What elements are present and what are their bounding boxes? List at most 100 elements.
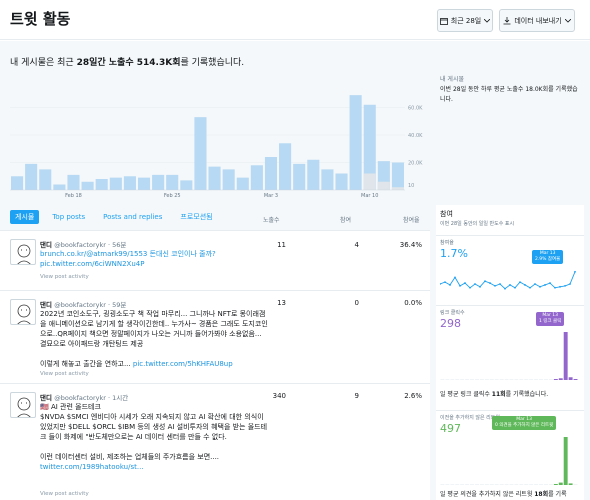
impression-bar[interactable]	[67, 174, 80, 190]
impression-bar[interactable]	[391, 162, 404, 191]
retweet-bar[interactable]	[553, 484, 558, 485]
impression-bar[interactable]	[250, 165, 263, 190]
impression-bar[interactable]	[109, 177, 122, 190]
view-activity-link[interactable]: View post activity	[40, 491, 89, 497]
rate-point[interactable]	[454, 276, 456, 279]
link-click-bar[interactable]	[558, 378, 563, 380]
retweet-bar[interactable]	[475, 484, 479, 486]
link-click-bar[interactable]	[460, 379, 465, 381]
impression-bar[interactable]	[81, 181, 94, 190]
retweet-bar[interactable]	[489, 484, 494, 486]
impression-bar[interactable]	[180, 180, 193, 190]
tab-promoted[interactable]: 프로모션됨	[180, 213, 213, 221]
retweet-bar[interactable]	[534, 484, 539, 486]
tweet-row[interactable]: 댄디 @bookfactorykr · 59분 2022년 코인소도구, 굉굉소…	[0, 290, 430, 383]
col-header-engagements[interactable]: 참여	[340, 217, 352, 224]
link-click-bar[interactable]	[514, 379, 519, 381]
avatar[interactable]	[10, 392, 36, 418]
impression-bar[interactable]	[137, 177, 151, 190]
tab-top-posts[interactable]: Top posts	[52, 213, 86, 221]
rate-point[interactable]	[464, 282, 466, 284]
impression-bar-secondary[interactable]	[377, 181, 390, 190]
rate-point[interactable]	[484, 280, 486, 283]
retweet-bar[interactable]	[563, 437, 568, 485]
impression-bar[interactable]	[307, 159, 320, 190]
impression-bar[interactable]	[208, 166, 221, 190]
col-header-rate[interactable]: 참여율	[403, 217, 420, 224]
impression-bar-secondary[interactable]	[363, 173, 376, 191]
link-click-bar[interactable]	[465, 379, 470, 381]
impression-bar[interactable]	[39, 169, 52, 190]
view-activity-link[interactable]: View post activity	[40, 371, 89, 377]
tab-posts-and-replies[interactable]: Posts and replies	[103, 213, 163, 221]
retweet-bar[interactable]	[479, 484, 484, 486]
impression-bar-secondary[interactable]	[391, 187, 404, 190]
link-click-bar[interactable]	[548, 379, 553, 381]
rate-point[interactable]	[474, 283, 476, 285]
retweet-bar[interactable]	[494, 484, 499, 486]
rate-point[interactable]	[569, 283, 571, 285]
retweet-bar[interactable]	[470, 484, 474, 486]
rate-point[interactable]	[504, 287, 506, 290]
rate-point[interactable]	[529, 286, 531, 289]
period-select-button[interactable]: 최근 28일	[437, 9, 493, 32]
rate-point[interactable]	[519, 281, 521, 284]
link-click-bar[interactable]	[539, 379, 543, 381]
impression-bar[interactable]	[11, 176, 24, 190]
impression-bar[interactable]	[222, 169, 235, 190]
retweet-bar[interactable]	[450, 484, 455, 486]
rate-point[interactable]	[564, 284, 566, 287]
retweet-bar[interactable]	[465, 484, 470, 486]
rate-point[interactable]	[544, 284, 546, 286]
retweet-bar[interactable]	[573, 484, 578, 486]
link-click-bar[interactable]	[534, 379, 539, 381]
rate-point[interactable]	[514, 286, 516, 289]
retweet-bar[interactable]	[544, 484, 548, 486]
tweet-link[interactable]: twitter.com/1989hatooku/st...	[40, 463, 144, 471]
tweet-row[interactable]: 댄디 @bookfactorykr · 1시간 🇺🇸 AI 관련 올드테크 $N…	[0, 383, 430, 500]
rate-point[interactable]	[549, 282, 551, 284]
rate-point[interactable]	[559, 285, 561, 288]
link-click-bar[interactable]	[544, 379, 548, 381]
rate-point[interactable]	[449, 284, 451, 286]
link-click-bar[interactable]	[455, 379, 460, 381]
rate-point[interactable]	[459, 284, 461, 287]
rate-point[interactable]	[554, 286, 556, 289]
link-click-bar[interactable]	[440, 379, 445, 381]
retweet-bar[interactable]	[484, 484, 489, 486]
link-click-bar[interactable]	[509, 379, 514, 381]
tweet-link[interactable]: pic.twitter.com/5hKHFAU8up	[132, 360, 233, 368]
impression-bar[interactable]	[279, 143, 292, 190]
rate-point[interactable]	[539, 285, 541, 288]
retweet-bar[interactable]	[548, 484, 553, 486]
link-click-bar[interactable]	[519, 379, 524, 381]
retweet-bar[interactable]	[558, 482, 563, 485]
retweet-bar[interactable]	[524, 484, 529, 486]
tweet-row[interactable]: 댄디 @bookfactorykr · 56분 brunch.co.kr/@at…	[0, 230, 430, 290]
tab-posts[interactable]: 게시물	[10, 210, 40, 224]
rate-point[interactable]	[524, 284, 526, 286]
view-activity-link[interactable]: View post activity	[40, 274, 89, 280]
link-click-bar[interactable]	[484, 379, 489, 381]
retweet-bar[interactable]	[514, 484, 519, 486]
impression-bar[interactable]	[236, 177, 249, 190]
col-header-impressions[interactable]: 노출수	[263, 217, 280, 224]
link-click-bar[interactable]	[553, 379, 558, 380]
rate-point[interactable]	[489, 282, 491, 284]
link-click-bar[interactable]	[475, 379, 479, 381]
impression-bar[interactable]	[349, 95, 362, 190]
rate-point[interactable]	[440, 283, 441, 285]
export-data-button[interactable]: 데이터 내보내기	[499, 9, 575, 32]
rate-point[interactable]	[494, 284, 496, 287]
retweet-bar[interactable]	[499, 484, 504, 486]
impression-bar[interactable]	[123, 176, 136, 190]
link-click-bar[interactable]	[479, 379, 484, 381]
link-click-bar[interactable]	[489, 379, 494, 381]
impression-bar[interactable]	[293, 163, 306, 190]
impression-bar[interactable]	[166, 174, 179, 190]
link-click-bar[interactable]	[563, 332, 568, 380]
link-click-bar[interactable]	[470, 379, 474, 381]
rate-point[interactable]	[479, 285, 481, 288]
link-click-bar[interactable]	[494, 379, 499, 381]
link-click-bar[interactable]	[524, 379, 529, 381]
